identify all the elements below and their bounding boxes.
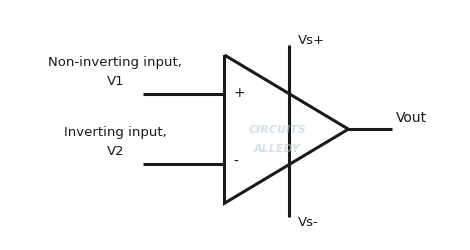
Text: -: - bbox=[234, 155, 238, 169]
Text: ALLEDY: ALLEDY bbox=[254, 144, 301, 154]
Text: Vs+: Vs+ bbox=[298, 34, 325, 47]
Text: +: + bbox=[234, 86, 245, 100]
Text: V2: V2 bbox=[106, 145, 124, 158]
Text: CIRCUITS: CIRCUITS bbox=[249, 125, 306, 135]
Text: Inverting input,: Inverting input, bbox=[64, 126, 166, 138]
Text: Vs-: Vs- bbox=[298, 216, 319, 229]
Text: Non-inverting input,: Non-inverting input, bbox=[48, 56, 182, 69]
Text: Vout: Vout bbox=[396, 110, 427, 124]
Text: V1: V1 bbox=[106, 76, 124, 88]
